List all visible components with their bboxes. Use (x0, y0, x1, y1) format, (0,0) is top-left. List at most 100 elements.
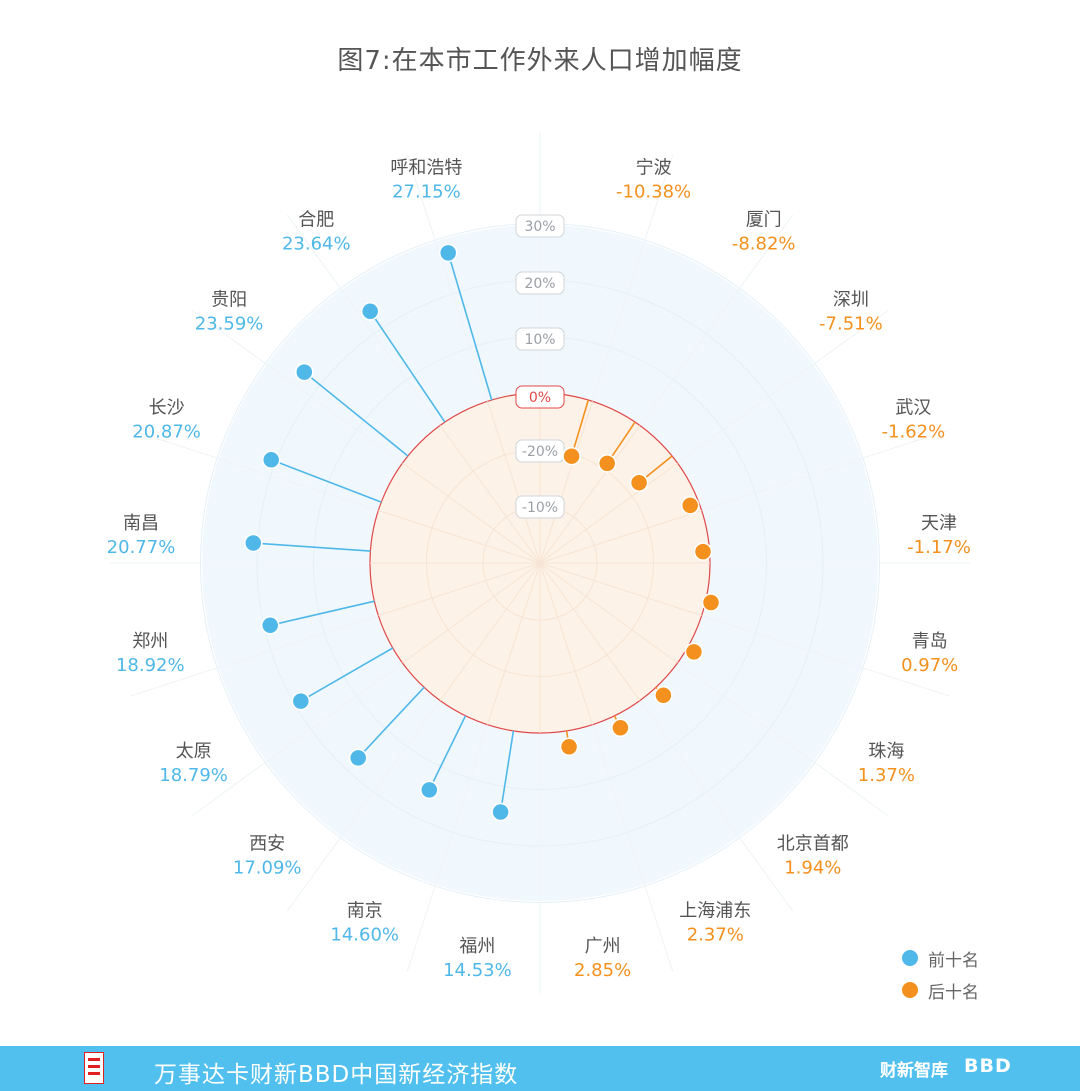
bottom10-dot (597, 454, 617, 473)
top10-city-label: 合肥 (298, 209, 334, 230)
top10-stem (369, 310, 446, 423)
bottom10-city-label: 厦门 (746, 209, 782, 230)
legend-item-top[interactable]: 前十名 (902, 942, 979, 974)
bottom10-city-label: 宁波 (636, 158, 672, 179)
top10-city-label: 郑州 (132, 631, 168, 652)
bottom10-city-label: 珠海 (868, 741, 904, 762)
top10-dot (295, 362, 314, 382)
top10-value-label: 17.09% (233, 858, 302, 879)
tick-label: 0% (529, 390, 551, 406)
bottom10-dot (654, 686, 673, 705)
top10-city-label: 太原 (176, 741, 212, 762)
grid-spoke-inner (402, 562, 541, 664)
tick-label: 20% (524, 276, 555, 292)
top10-city-label: 南京 (347, 901, 383, 922)
top10-dot (244, 533, 263, 553)
chart-title: 图7:在本市工作外来人口增加幅度 (337, 46, 743, 76)
footer-title: 万事达卡财新BBD中国新经济指数 (154, 1062, 519, 1088)
bottom10-value-label: -10.38% (616, 182, 691, 203)
bottom10-city-label: 上海浦东 (679, 901, 751, 922)
top10-dot (491, 802, 510, 822)
top10-value-label: 23.59% (195, 313, 264, 334)
top10-stem (270, 459, 382, 503)
top10-value-label: 14.60% (330, 925, 399, 946)
top10-value-label: 18.92% (116, 655, 185, 676)
tick-label: -20% (522, 444, 558, 460)
top10-stem (357, 686, 425, 759)
top10-value-label: 27.15% (392, 182, 461, 203)
grid-spoke-inner (539, 462, 678, 564)
tick-label-box (515, 495, 565, 519)
bottom10-value-label: -1.62% (882, 422, 946, 443)
top10-dot (360, 302, 380, 321)
tick-label: -10% (522, 500, 558, 516)
bottom10-value-label: 2.85% (574, 960, 631, 981)
grid-spoke-inner (539, 401, 593, 564)
bottom10-stem (570, 399, 590, 457)
top10-city-label: 贵阳 (211, 289, 247, 310)
top10-value-label: 20.87% (132, 422, 201, 443)
top10-dot (420, 780, 439, 800)
bottom10-dot (701, 593, 721, 612)
bottom10-value-label: 1.94% (784, 858, 841, 879)
grid-spoke-inner (378, 510, 541, 564)
grid-spoke-inner (487, 401, 541, 564)
tick-label: 30% (524, 219, 555, 235)
grid-spoke-inner (402, 462, 541, 564)
bottom10-value-label: -1.17% (907, 537, 971, 558)
grid-spoke-inner (439, 425, 541, 564)
bottom10-city-label: 武汉 (895, 398, 931, 419)
bottom10-city-label: 天津 (921, 513, 957, 534)
top10-value-label: 20.77% (107, 537, 176, 558)
top10-dot (348, 748, 368, 768)
top10-stem (270, 600, 375, 627)
tick-label-box (515, 385, 565, 409)
grid-spoke-inner (539, 562, 678, 664)
footer-banner: 万事达卡财新BBD中国新经济指数 财新智库 BBD (0, 1046, 1080, 1091)
grid-spoke-inner (487, 562, 541, 725)
legend-label-top: 前十名 (928, 950, 979, 971)
top10-city-label: 呼和浩特 (390, 158, 462, 179)
bottom10-value-label: 0.97% (901, 655, 958, 676)
bottom10-city-label: 北京首都 (777, 834, 849, 855)
bottom10-dot (629, 473, 649, 492)
legend-dot-bottom-icon (902, 982, 918, 998)
top10-value-label: 23.64% (282, 233, 351, 254)
top10-stem (253, 542, 371, 552)
top10-dot (261, 450, 281, 470)
bottom10-city-label: 青岛 (912, 631, 948, 652)
bottom10-dot (680, 496, 700, 515)
top10-stem (428, 715, 467, 791)
tick-label-box (515, 271, 565, 295)
legend-item-bottom[interactable]: 后十名 (902, 974, 979, 1006)
grid-spoke-inner (539, 562, 702, 616)
grid-spoke-inner (539, 425, 641, 564)
tick-label-box (515, 327, 565, 351)
top10-stem (499, 730, 515, 813)
bottom10-value-label: 1.37% (858, 765, 915, 786)
bottom10-dot (562, 446, 581, 466)
tick-label-box (515, 214, 565, 238)
top10-dot (291, 691, 311, 711)
bottom10-dot (684, 642, 704, 662)
tick-label: 10% (524, 332, 555, 348)
legend: 前十名 后十名 (902, 942, 979, 1006)
bottom10-dot (611, 718, 630, 738)
bottom10-dot (559, 737, 579, 757)
grid-spoke-inner (439, 562, 541, 701)
legend-label-bottom: 后十名 (928, 982, 979, 1003)
footer-brand-logo: BBD (964, 1055, 1012, 1077)
bottom10-value-label: -8.82% (732, 233, 796, 254)
top10-city-label: 福州 (459, 936, 495, 957)
legend-dot-top-icon (902, 950, 918, 966)
radial-chart: 30% 20% 10% 0% -20% -10% 呼和浩特 27.15% 合肥 23.64% 贵阳 2… (107, 133, 971, 993)
top10-dot (438, 243, 458, 263)
bottom10-city-label: 广州 (585, 936, 621, 957)
bottom10-value-label: -7.51% (819, 313, 883, 334)
top10-stem (447, 252, 493, 401)
index-logo-icon (84, 1052, 104, 1084)
bottom10-city-label: 深圳 (833, 289, 869, 310)
top10-stem (300, 647, 394, 702)
bottom10-dot (693, 542, 713, 561)
top10-city-label: 南昌 (123, 513, 159, 534)
